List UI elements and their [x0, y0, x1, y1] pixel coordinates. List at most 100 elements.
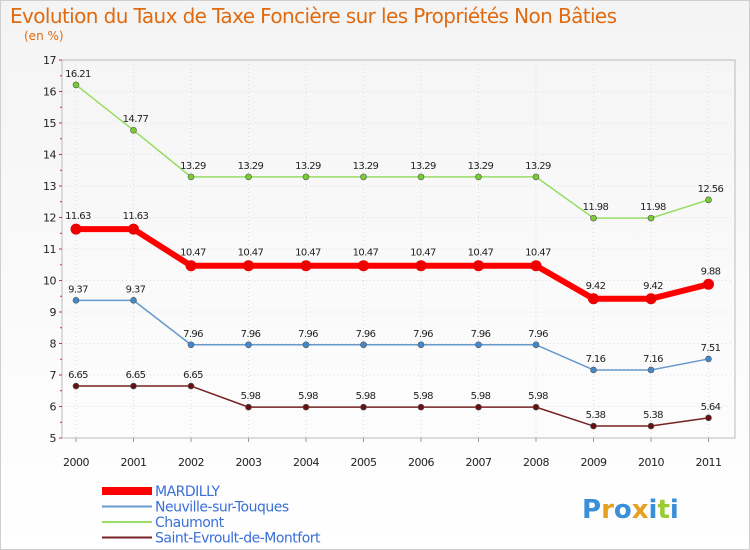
data-point [70, 223, 82, 235]
data-label: 7.16 [586, 354, 606, 365]
y-tick-label: 17 [43, 54, 56, 67]
data-point [245, 403, 252, 411]
legend: MARDILLYNeuville-sur-TouquesChaumontSain… [102, 484, 322, 547]
x-tick-label: 2004 [293, 456, 319, 469]
y-tick-label: 6 [50, 401, 57, 414]
x-tick-label: 2011 [696, 456, 722, 469]
data-point [590, 366, 597, 374]
data-label: 6.65 [183, 370, 203, 381]
data-label: 7.96 [298, 329, 318, 340]
data-point [72, 382, 80, 390]
y-tick-label: 13 [43, 180, 56, 193]
data-point [360, 341, 367, 349]
data-label: 5.98 [471, 391, 491, 402]
data-point [185, 260, 197, 272]
data-label: 13.29 [410, 161, 436, 172]
data-label: 5.98 [528, 391, 548, 402]
data-label: 10.47 [295, 248, 321, 259]
data-point [530, 260, 542, 272]
data-point [705, 414, 712, 422]
logo-text: Proxiti [582, 495, 679, 525]
data-label: 11.63 [123, 211, 149, 222]
data-label: 7.96 [413, 329, 433, 340]
data-point [475, 173, 482, 181]
data-point [302, 403, 310, 411]
series-line-chaumont [75, 84, 710, 219]
y-tick-label: 5 [50, 432, 57, 445]
data-label: 7.51 [701, 343, 721, 354]
x-tick-label: 2000 [63, 456, 89, 469]
data-label: 11.63 [65, 211, 91, 222]
data-label: 10.47 [468, 248, 494, 259]
x-tick-label: 2010 [638, 456, 664, 469]
data-label: 7.96 [241, 329, 261, 340]
legend-label: Chaumont [155, 515, 225, 531]
data-point [243, 260, 254, 272]
data-point [647, 366, 655, 374]
data-point [705, 355, 712, 363]
logo-letter: i [649, 495, 658, 525]
data-label: 7.16 [643, 354, 663, 365]
data-point [130, 126, 137, 134]
logo-letter: t [657, 495, 669, 525]
data-point [302, 173, 310, 181]
data-point [302, 341, 310, 349]
data-label: 9.37 [68, 284, 88, 295]
data-point [72, 297, 80, 304]
data-point [128, 223, 139, 235]
y-tick-label: 15 [43, 117, 56, 130]
data-label: 5.98 [298, 391, 318, 402]
data-point [245, 173, 252, 181]
y-tick-label: 10 [43, 275, 56, 288]
x-tick-label: 2007 [466, 456, 492, 469]
data-point [473, 260, 484, 272]
data-point [187, 173, 195, 181]
series-layer [70, 81, 714, 430]
data-label: 7.96 [471, 329, 491, 340]
data-point [647, 214, 655, 222]
data-label: 13.29 [525, 161, 551, 172]
legend-label: MARDILLY [155, 484, 221, 500]
data-label: 5.38 [643, 410, 663, 421]
chart-subtitle: (en %) [24, 29, 64, 43]
y-tick-label: 8 [50, 338, 57, 351]
data-point [475, 341, 482, 349]
y-tick-label: 7 [50, 369, 57, 382]
logo-letter: o [614, 495, 632, 525]
data-label: 9.88 [701, 266, 721, 277]
data-label-layer: 16.21 14.77 13.29 13.29 13.29 13.29 13.29 13.29… [65, 69, 724, 421]
logo-letter: r [601, 495, 614, 525]
data-label: 12.56 [698, 184, 724, 195]
data-point [532, 341, 540, 349]
data-point [532, 173, 540, 181]
data-point [590, 422, 597, 430]
data-label: 13.29 [295, 161, 321, 172]
data-label: 16.21 [65, 69, 91, 80]
data-point [415, 260, 427, 272]
legend-label: Neuville-sur-Touques [155, 500, 289, 516]
data-point [187, 341, 195, 349]
x-tick-label: 2008 [523, 456, 549, 469]
data-point [703, 278, 714, 290]
series-line-saint-evroult-de-montfort [75, 385, 710, 427]
data-point [475, 403, 482, 411]
x-tick-label: 2003 [236, 456, 262, 469]
data-point [130, 382, 137, 390]
data-label: 13.29 [238, 161, 264, 172]
data-label: 5.98 [413, 391, 433, 402]
data-label: 7.96 [356, 329, 376, 340]
y-tick-label: 12 [43, 212, 56, 225]
chart-title: Evolution du Taux de Taxe Foncière sur l… [10, 4, 617, 28]
y-tick-label: 16 [43, 86, 56, 99]
data-point [360, 403, 367, 411]
x-tick-label: 2001 [121, 456, 147, 469]
data-label: 13.29 [468, 161, 494, 172]
data-label: 10.47 [410, 248, 436, 259]
data-label: 10.47 [180, 248, 206, 259]
proxiti-logo: Proxiti [582, 495, 679, 525]
data-label: 11.98 [583, 202, 609, 213]
x-tick-label: 2002 [178, 456, 204, 469]
data-label: 13.29 [180, 161, 206, 172]
data-point [300, 260, 312, 272]
